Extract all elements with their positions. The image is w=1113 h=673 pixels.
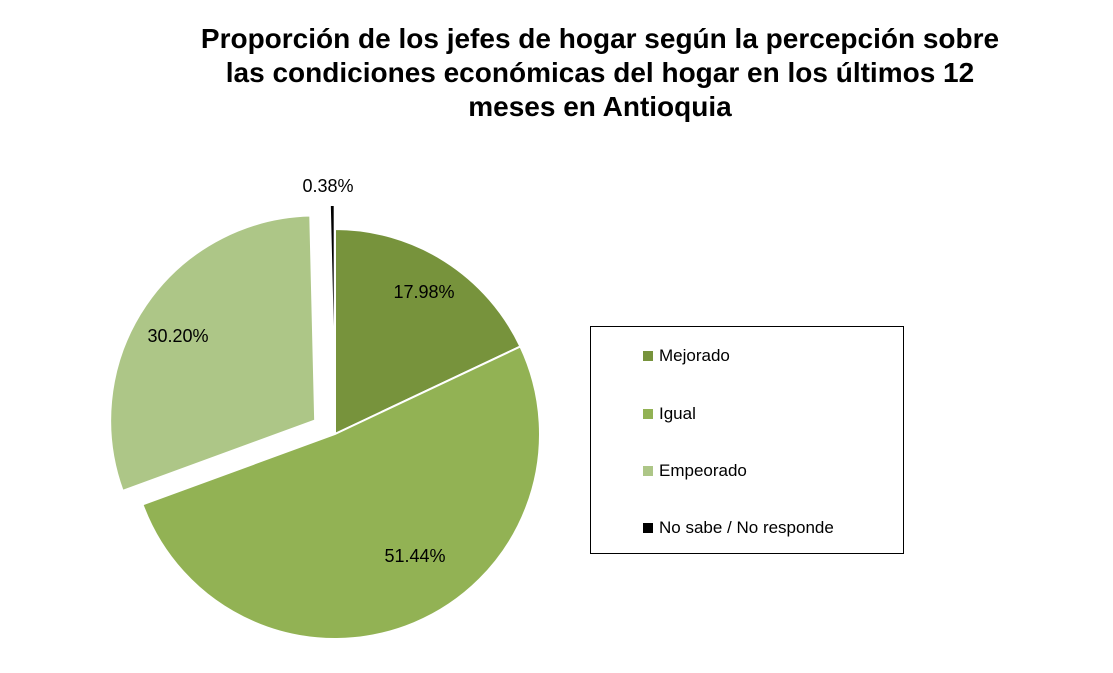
data-label-igual: 51.44% xyxy=(384,546,445,566)
data-label-empeorado: 30.20% xyxy=(147,326,208,346)
data-label-no-sabe: 0.38% xyxy=(302,176,353,196)
legend-item-igual: Igual xyxy=(643,403,696,425)
legend-item-no-sabe: No sabe / No responde xyxy=(643,517,834,539)
legend-swatch-no-sabe xyxy=(643,523,653,533)
legend-item-empeorado: Empeorado xyxy=(643,460,747,482)
data-label-mejorado: 17.98% xyxy=(393,282,454,302)
pie-slice-empeorado xyxy=(109,214,317,493)
legend-label-mejorado: Mejorado xyxy=(659,346,730,365)
legend-swatch-empeorado xyxy=(643,466,653,476)
chart-title-line-3: meses en Antioquia xyxy=(468,91,732,122)
pie-slice-no-sabe xyxy=(328,204,336,411)
legend-label-igual: Igual xyxy=(659,404,696,423)
chart-title-line-2: las condiciones económicas del hogar en … xyxy=(225,57,975,88)
legend-label-empeorado: Empeorado xyxy=(659,461,747,480)
legend-swatch-igual xyxy=(643,409,653,419)
legend-item-mejorado: Mejorado xyxy=(643,345,730,367)
chart-legend: Mejorado Igual Empeorado No sabe / No re… xyxy=(590,326,904,554)
pie-slice-mejorado xyxy=(334,227,522,436)
legend-swatch-mejorado xyxy=(643,351,653,361)
chart-title-line-1: Proporción de los jefes de hogar según l… xyxy=(200,23,1000,54)
pie-slice-igual xyxy=(141,345,541,640)
legend-label-no-sabe: No sabe / No responde xyxy=(659,518,834,537)
